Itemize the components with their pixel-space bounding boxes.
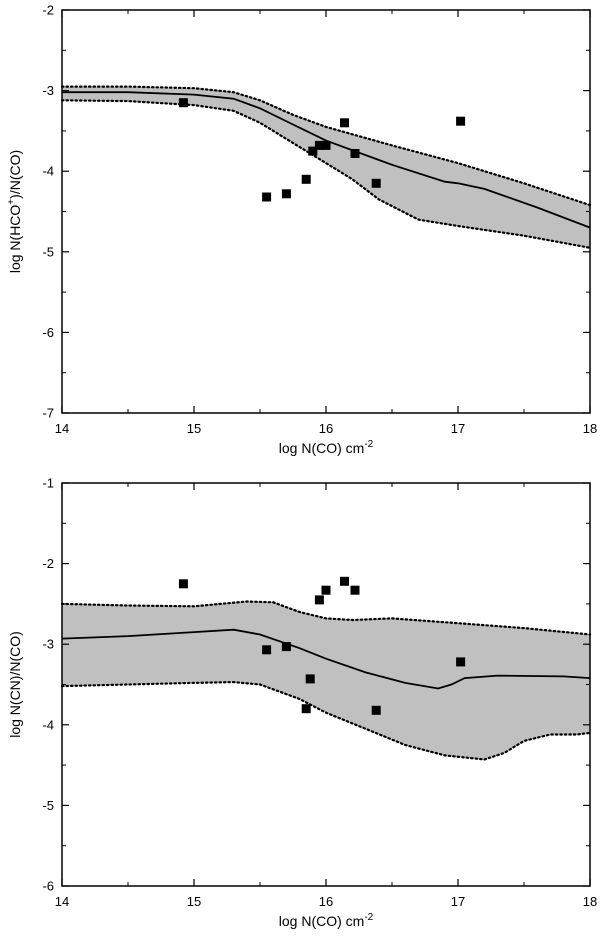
y-tick-label: -3 [42,83,54,98]
uncertainty-band [62,86,590,248]
data-point [301,704,311,714]
data-point [262,645,272,655]
y-tick-label: -1 [42,476,54,491]
data-point [305,674,315,684]
y-tick-label: -4 [42,164,54,179]
y-tick-label: -6 [42,325,54,340]
y-axis-label: log N(CN)/N(CO) [7,631,23,738]
data-point [301,174,311,184]
x-tick-label: 18 [583,894,597,909]
chart-panel-1: 14 15 16 17 18 -7 -6 -5 -4 -3 -2 log N(CO) cm-2 log … [6,3,597,457]
y-tick-label: -2 [42,3,54,18]
data-point [262,192,272,202]
data-point [178,579,188,589]
x-tick-label: 16 [319,421,333,436]
band-upper-boundary [60,600,592,636]
data-point [340,576,349,586]
data-point [340,118,349,128]
y-tick-label: -5 [42,244,54,259]
x-tick-label: 17 [451,894,465,909]
data-point [456,657,466,667]
y-axis-label: log N(HCO+)/N(CO) [6,150,23,273]
band-upper-boundary [60,85,592,207]
band-lower-boundary [60,680,592,761]
y-tick-label: -3 [42,637,54,652]
x-tick-label: 17 [451,421,465,436]
band-lower-boundary [60,99,592,249]
data-point [178,98,188,108]
x-tick-label: 15 [187,421,201,436]
data-point [321,140,331,150]
y-tick-label: -7 [42,406,54,421]
data-point [281,642,291,652]
model-line [61,628,591,690]
x-axis-label: log N(CO) cm-2 [279,912,374,929]
data-point [456,116,466,126]
data-point [371,178,381,188]
x-tick-label: 14 [55,421,69,436]
x-tick-label: 15 [187,894,201,909]
data-point [371,705,381,715]
uncertainty-band [62,601,590,760]
data-point [308,146,318,156]
data-point [321,585,331,595]
y-tick-label: -2 [42,556,54,571]
data-point [350,149,360,158]
y-tick-label: -6 [42,879,54,894]
chart-panel-2: 14 15 16 17 18 -6 -5 -4 -3 -2 -1 log N(CO) cm-2 log … [7,476,597,930]
model-line [62,91,591,229]
x-tick-label: 18 [583,421,597,436]
x-tick-label: 14 [55,894,69,909]
data-point [350,585,360,595]
data-point [281,189,291,199]
y-tick-label: -5 [42,798,54,813]
data-point [314,140,324,150]
data-point [314,595,324,605]
x-axis-label: log N(CO) cm-2 [279,439,374,456]
x-tick-label: 16 [319,894,333,909]
y-tick-label: -4 [42,717,54,732]
